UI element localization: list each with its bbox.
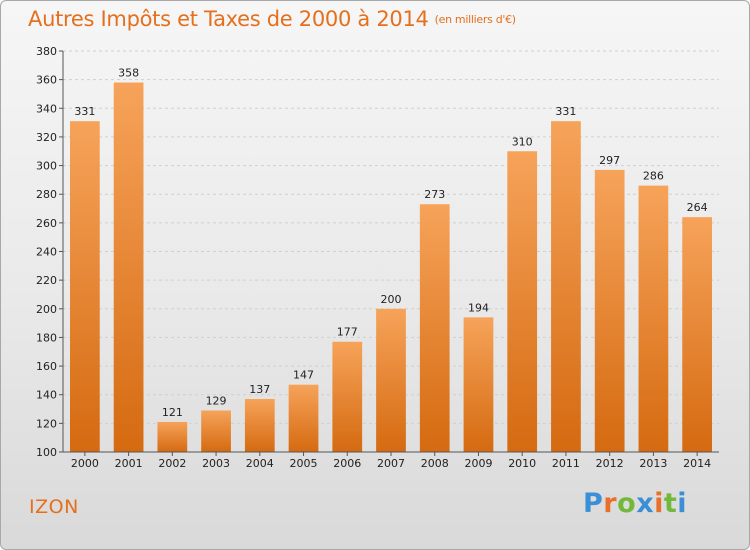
y-tick-label: 100: [36, 446, 57, 459]
y-tick-label: 360: [36, 74, 57, 87]
y-tick-label: 180: [36, 331, 57, 344]
bar-2006[interactable]: [332, 341, 363, 452]
value-label-2007: 200: [381, 293, 402, 306]
bar-2004[interactable]: [244, 399, 275, 452]
bar-2009[interactable]: [463, 317, 494, 452]
value-labels: 331 358 121 129 137 147 177 200 273 194 310 331 297 2…: [74, 67, 707, 419]
x-tick-label-2014: 2014: [683, 457, 711, 470]
logo-letter: t: [663, 488, 678, 519]
y-tick-label: 380: [36, 45, 57, 58]
y-tick-label: 340: [36, 102, 57, 115]
y-tick-label: 300: [36, 160, 57, 173]
bar-2005[interactable]: [288, 384, 319, 452]
value-label-2010: 310: [512, 135, 533, 148]
value-label-2011: 331: [555, 105, 576, 118]
value-label-2006: 177: [337, 326, 358, 339]
x-tick-label-2013: 2013: [639, 457, 667, 470]
bar-2003[interactable]: [201, 410, 231, 452]
bar-2008[interactable]: [419, 204, 450, 452]
y-tick-label: 140: [36, 389, 57, 402]
bar-2000[interactable]: [69, 121, 100, 453]
x-tick-label-2007: 2007: [377, 457, 405, 470]
x-tick-label-2002: 2002: [158, 457, 186, 470]
logo-letter: x: [636, 488, 655, 519]
x-tick-label-2003: 2003: [202, 457, 230, 470]
bar-2011[interactable]: [551, 121, 581, 453]
x-tick-label-2012: 2012: [596, 457, 624, 470]
proxiti-logo[interactable]: Proxiti: [583, 488, 687, 519]
x-tick-label-2000: 2000: [71, 457, 99, 470]
y-tick-label: 240: [36, 246, 57, 259]
x-tick-label-2008: 2008: [421, 457, 449, 470]
value-label-2008: 273: [424, 188, 445, 201]
logo-letter: i: [677, 488, 688, 519]
bar-2001[interactable]: [113, 82, 144, 452]
value-label-2003: 129: [206, 394, 227, 407]
x-tick-label-2009: 2009: [464, 457, 492, 470]
logo-letter: P: [583, 488, 604, 519]
title-text: Autres Impôts et Taxes de 2000 à 2014: [28, 7, 429, 31]
value-label-2000: 331: [74, 105, 95, 118]
y-tick-label: 120: [36, 417, 57, 430]
bar-2012[interactable]: [594, 169, 625, 452]
x-tick-label-2004: 2004: [246, 457, 274, 470]
bar-2014[interactable]: [682, 217, 713, 452]
y-tick-label: 160: [36, 360, 57, 373]
value-label-2012: 297: [599, 154, 620, 167]
bars-group: [69, 82, 713, 453]
x-tick-label-2010: 2010: [508, 457, 536, 470]
value-label-2004: 137: [249, 383, 270, 396]
logo-letter: r: [603, 488, 618, 519]
chart-title: Autres Impôts et Taxes de 2000 à 2014 (en…: [28, 7, 516, 31]
value-label-2013: 286: [643, 170, 664, 183]
value-label-2001: 358: [118, 67, 139, 80]
commune-name: IZON: [29, 496, 79, 518]
x-tick-label-2001: 2001: [115, 457, 143, 470]
value-label-2002: 121: [162, 406, 183, 419]
bar-2007[interactable]: [376, 308, 406, 452]
y-tick-label: 280: [36, 188, 57, 201]
logo-letter: o: [617, 488, 637, 519]
value-label-2014: 264: [687, 201, 708, 214]
title-unit: (en milliers d'€): [434, 13, 516, 26]
bar-2010[interactable]: [507, 151, 538, 452]
x-tick-label-2011: 2011: [552, 457, 580, 470]
logo-letter: i: [654, 488, 664, 519]
axes-group: 100 120 140 160 180 200 220 240 260 280 300 320 340 3…: [36, 45, 719, 470]
x-tick-label-2006: 2006: [333, 457, 361, 470]
y-tick-label: 200: [36, 303, 57, 316]
y-tick-label: 220: [36, 274, 57, 287]
bar-2002[interactable]: [157, 421, 188, 452]
value-label-2005: 147: [293, 369, 314, 382]
y-tick-label: 260: [36, 217, 57, 230]
bar-2013[interactable]: [638, 185, 669, 452]
y-tick-label: 320: [36, 131, 57, 144]
value-label-2009: 194: [468, 301, 489, 314]
x-tick-label-2005: 2005: [290, 457, 318, 470]
